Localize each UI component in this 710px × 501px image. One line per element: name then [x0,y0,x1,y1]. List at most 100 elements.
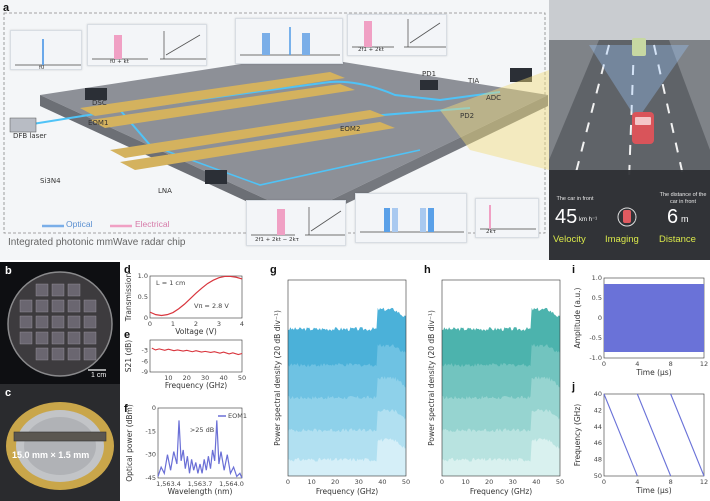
h-xlabel: Frequency (GHz) [470,487,532,496]
optical-waveguide [19,80,501,127]
e-xlabel: Frequency (GHz) [165,381,227,390]
psd-trace-g [288,408,406,476]
lna-label: LNA [158,187,172,195]
j-ytick: 42 [594,406,602,414]
i-xtick: 0 [602,360,606,368]
panel-a-letter: a [3,2,10,14]
e-xtick: 50 [238,374,246,382]
inset-double-chirp-tick: 2f1 + 2kt [358,47,384,53]
eom1-label: EOM1 [88,119,108,127]
distance-value: 6 [667,206,679,228]
j-ylabel: Frequency (GHz) [573,404,582,466]
panel-h-letter: h [424,264,431,276]
d-ytick: 1.0 [138,272,148,280]
panel-c: c 15.0 mm × 1.5 mm [0,384,120,501]
pd1-label: PD1 [422,70,436,78]
wafer-die [67,331,81,345]
wafer-die [83,331,97,345]
wafer-die [67,299,81,313]
psd-trace-h [442,408,560,476]
wafer-die [51,331,65,345]
e-xtick: 40 [219,374,227,382]
d-ytick: 0 [144,314,148,322]
wafer-die [51,347,65,361]
h-xtick: 40 [532,478,540,486]
sin-label: Si3N4 [40,177,61,185]
plot-frame-e [149,339,243,373]
distance-caption: The distance of the car in front [659,192,707,205]
series-transmission [149,275,243,317]
wafer-die [35,283,49,297]
plot-frame-d [149,275,243,319]
g-xtick: 20 [331,478,339,486]
wafer-die [67,315,81,329]
h-xtick: 20 [485,478,493,486]
j-ytick: 44 [594,423,602,431]
i-ytick: 0.5 [592,294,602,302]
car-front-caption: The car in front [556,196,594,202]
j-ytick: 40 [594,390,602,398]
velocity-caption: Velocity [553,234,586,245]
f-ytick: -30 [145,451,156,459]
chip-title: Integrated photonic mmWave radar chip [8,237,186,248]
dfb-laser [9,117,37,133]
panel-a: a DFB laser DSC EOM1 EOM2 PD1 [0,0,549,260]
chip-size-label: 15.0 mm × 1.5 mm [12,450,90,460]
g-xtick: 40 [378,478,386,486]
i-ytick: -1.0 [589,354,602,362]
f-legend-label: EOM1 [228,412,247,420]
tia-label: TIA [467,77,479,85]
i-ytick: 1.0 [592,274,602,282]
distance-caption-label: Distance [659,234,696,245]
i-ytick: -0.5 [589,334,602,342]
wafer-die [35,315,49,329]
inset-beat-chirp-tick: 2f1 + 2kt − 2kτ [255,237,299,243]
d-xtick: 2 [194,320,198,328]
plot-frame-f [157,407,243,479]
imaging-icon [617,207,637,227]
chip-substrate [40,55,548,215]
wafer-die [35,347,49,361]
f-ylabel: Optical power (dBm) [125,404,134,482]
wafer-die [67,347,81,361]
wafer-die [67,283,81,297]
wafer-die [51,315,65,329]
e-xtick: 20 [183,374,191,382]
i-ytick: 0 [598,314,602,322]
g-xtick: 10 [307,478,315,486]
h-ylabel: Power spectral density (20 dB div⁻¹) [427,310,436,446]
panel-g-letter: g [270,264,277,276]
imaging-caption: Imaging [605,234,639,245]
j-ytick: 50 [594,472,602,480]
road-scene [549,0,710,260]
panel-e-letter: e [124,329,130,341]
d-xtick: 0 [148,320,152,328]
panel-f-letter: f [124,403,128,415]
wafer-die [83,315,97,329]
coin-photo [6,402,114,490]
wafer-die [19,299,33,313]
psd-trace-g [288,438,406,476]
inset-beat-tone: 2kτ [475,198,539,238]
chip-photo [13,431,107,442]
f-xtick: 1,563.7 [188,480,213,488]
e-ytick: -6 [142,357,148,365]
j-ytick: 48 [594,456,602,464]
radar-beam [440,70,549,170]
j-xtick: 0 [602,478,606,486]
g-xtick: 30 [355,478,363,486]
panel-b-letter: b [5,265,12,277]
h-xtick: 10 [461,478,469,486]
sensing-beam [589,45,689,120]
wafer-die [19,331,33,345]
e-ytick: -3 [142,347,148,355]
wafer-die [19,315,33,329]
inset-carrier-tick: f0 [39,65,45,71]
e-xtick: 10 [164,374,172,382]
inset-four-bands [355,193,467,243]
f-ytick: -45 [145,474,156,482]
plot-frame-g [287,279,407,477]
eom2-electrodes [110,110,395,170]
psd-trace-h [442,438,560,476]
